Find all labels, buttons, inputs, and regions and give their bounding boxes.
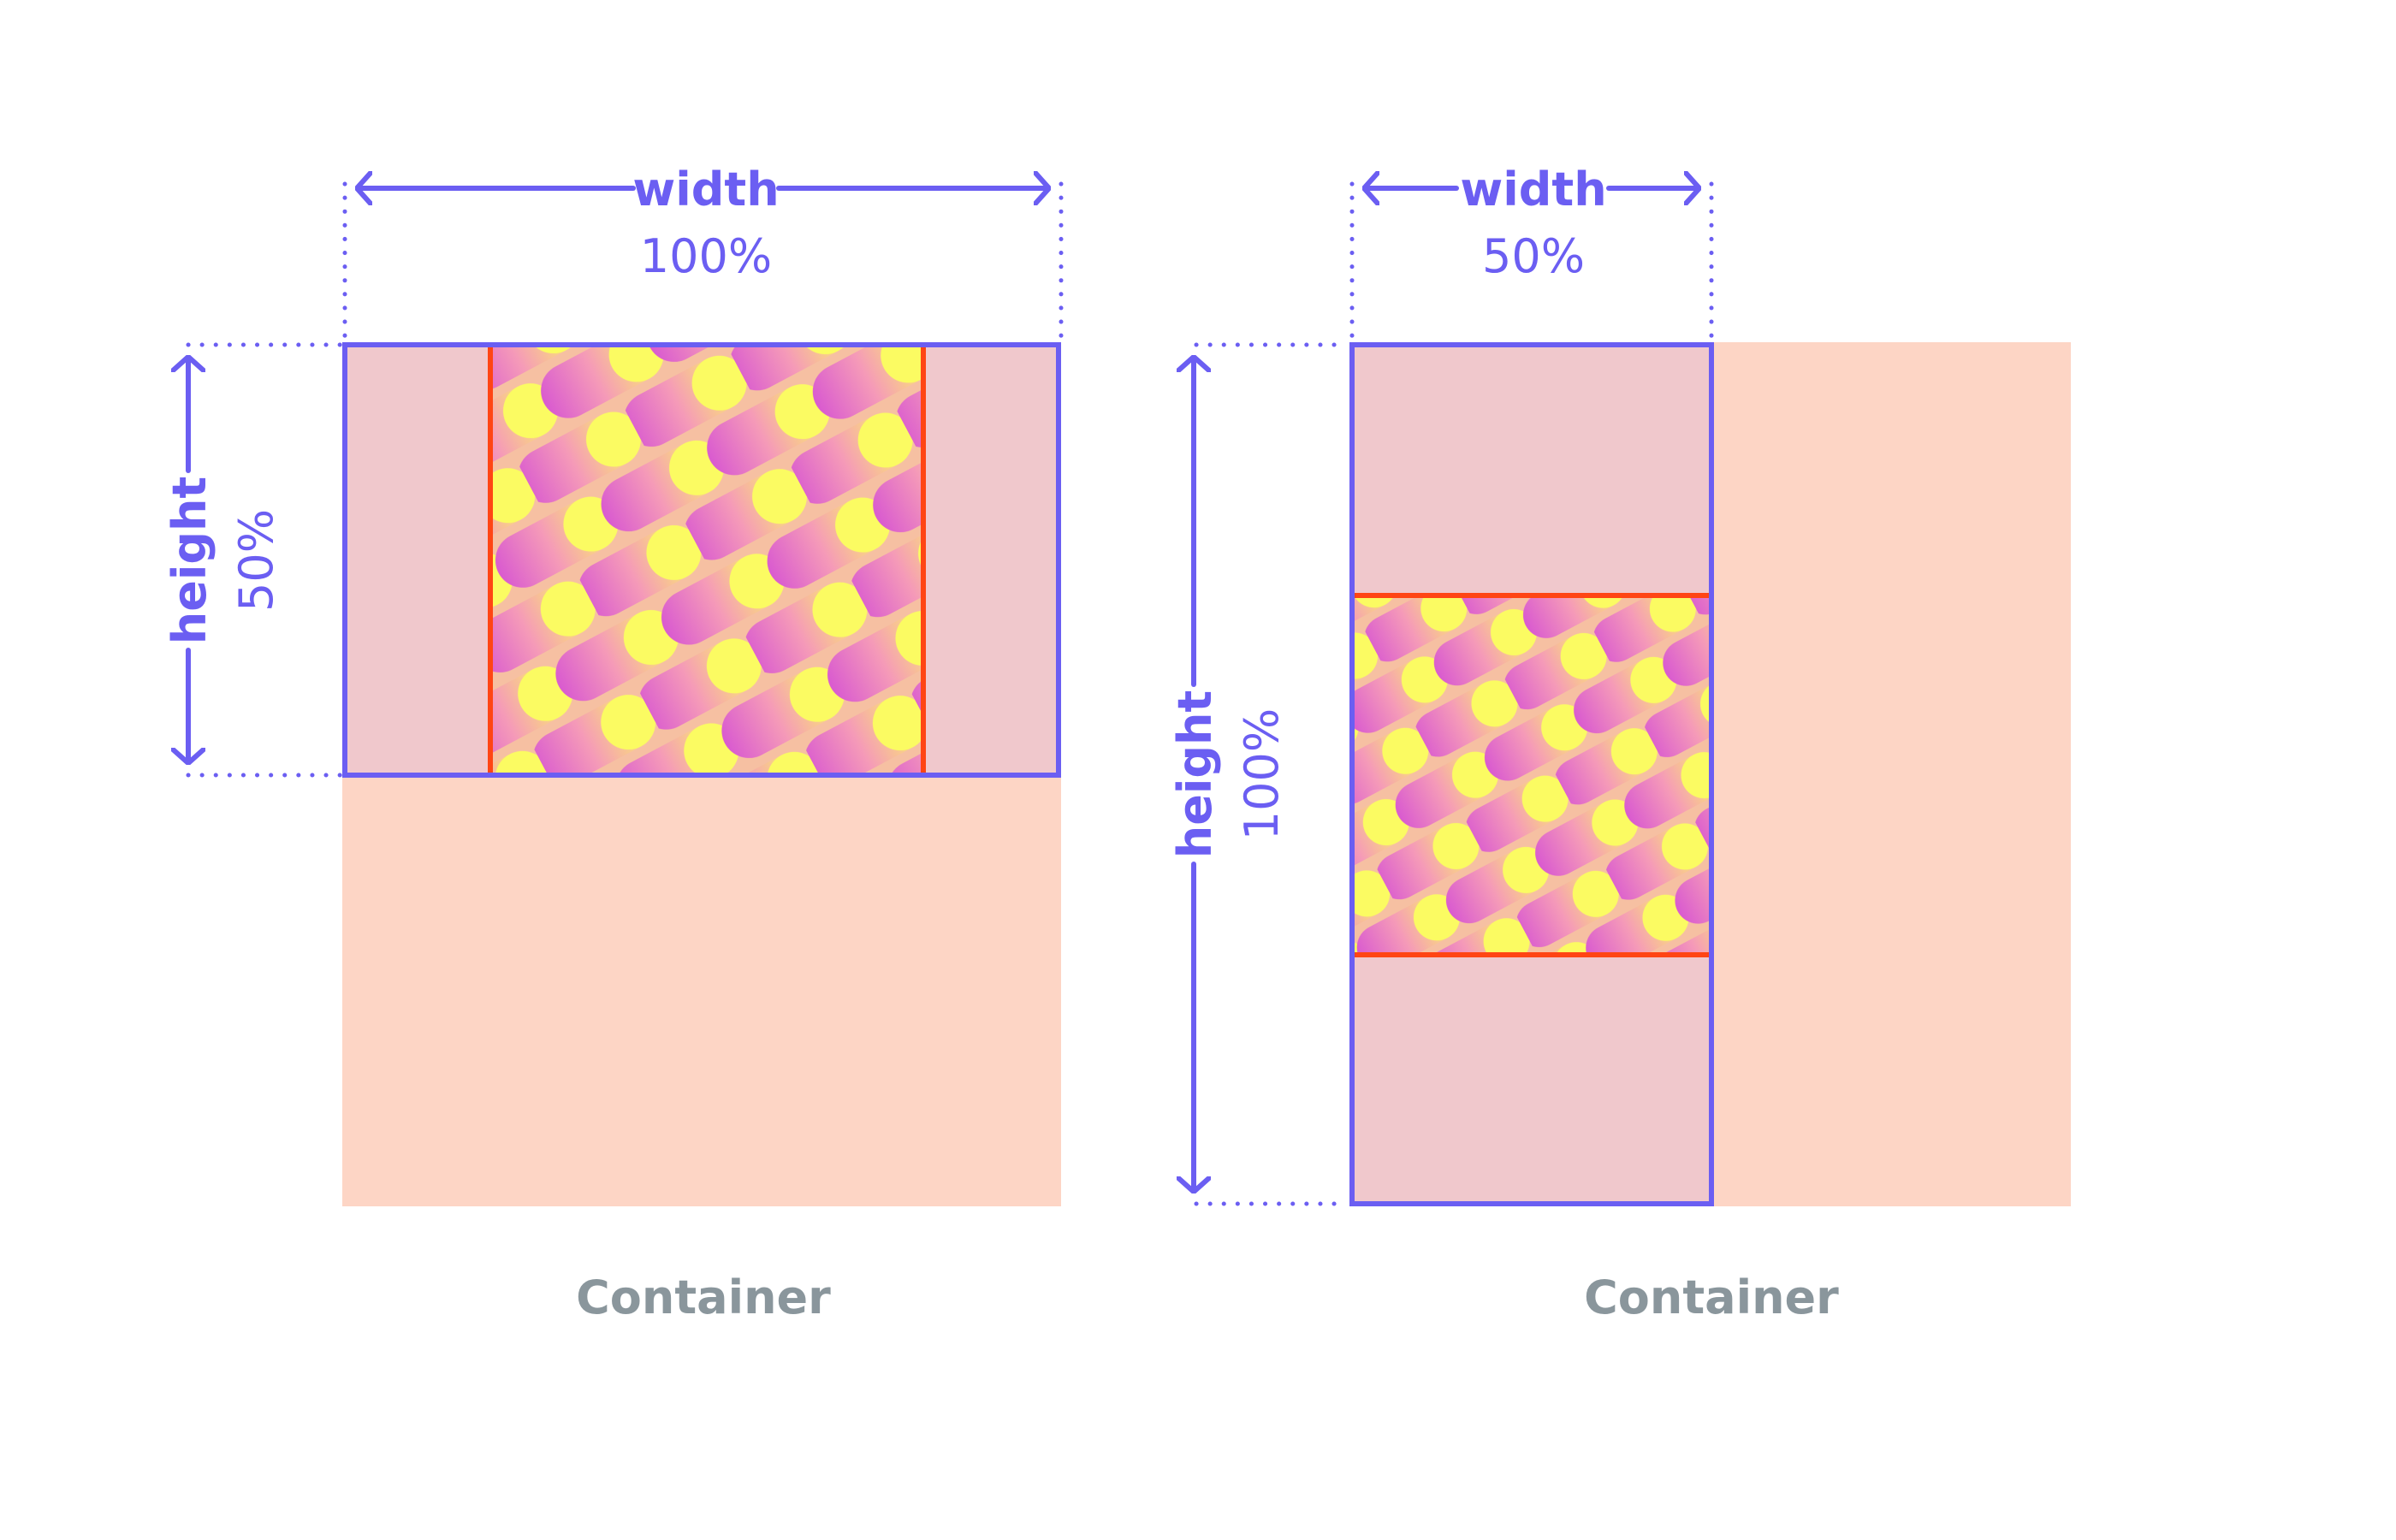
example-left: width 100% height 50% Container (163, 163, 1064, 1324)
width-value-right: 50% (1482, 229, 1585, 283)
height-label-left: height (163, 477, 216, 645)
example-right: width 50% height 100% Container (1168, 163, 2071, 1324)
width-label-right: width (1460, 163, 1606, 216)
image-left (490, 345, 923, 775)
image-right (1352, 595, 1711, 955)
width-label-left: width (632, 163, 779, 216)
height-value-right: 100% (1235, 708, 1289, 840)
width-value-left: 100% (640, 229, 772, 283)
caption-left: Container (576, 1270, 831, 1324)
caption-right: Container (1584, 1270, 1839, 1324)
height-label-right: height (1168, 690, 1222, 859)
height-value-left: 50% (229, 509, 283, 612)
content-box-outline-right (1349, 342, 1714, 1206)
content-box-outline-left (342, 342, 1061, 778)
